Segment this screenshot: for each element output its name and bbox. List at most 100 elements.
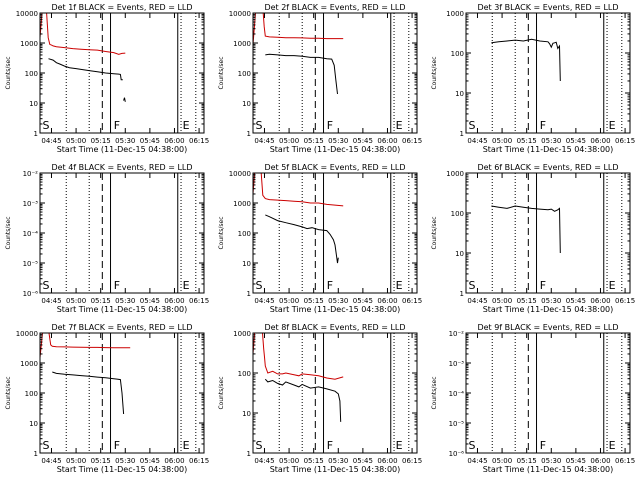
x-tick-label: 05:45 [566, 297, 586, 305]
y-tick-label: 10000 [16, 330, 38, 338]
y-tick-label: 10000 [229, 170, 251, 178]
series-events [264, 378, 342, 422]
panel-title: Det 7f BLACK = Events, RED = LLD [51, 323, 192, 332]
x-tick-label: 05:15 [91, 297, 111, 305]
x-tick-label: 06:00 [377, 297, 397, 305]
y-axis-label: Counts/sec [5, 376, 12, 409]
plot-frame [252, 172, 418, 294]
x-tick-label: 05:30 [541, 457, 561, 465]
x-tick-label: 05:45 [140, 457, 160, 465]
x-axis-label: Start Time (11-Dec-15 04:38:00) [483, 305, 614, 314]
plot-frame [465, 332, 631, 454]
x-tick-label: 05:00 [492, 137, 512, 145]
y-tick-label: 100 [238, 70, 251, 78]
x-tick-label: 06:00 [377, 457, 397, 465]
x-axis-label: Start Time (11-Dec-15 04:38:00) [57, 465, 188, 474]
panel-det-6f: Det 6f BLACK = Events, RED = LLD S F E 1 10 10… [431, 163, 635, 314]
x-tick-label: 04:45 [467, 457, 487, 465]
panel-det-2f: Det 2f BLACK = Events, RED = LLD S F E 1 10 10… [218, 3, 422, 154]
panel-title: Det 9f BLACK = Events, RED = LLD [477, 323, 618, 332]
y-tick-label: 1 [34, 450, 38, 458]
x-tick-label: 04:45 [254, 457, 274, 465]
x-tick-label: 05:00 [279, 297, 299, 305]
panel-title: Det 8f BLACK = Events, RED = LLD [264, 323, 405, 332]
y-tick-label: 10000 [229, 10, 251, 18]
x-tick-label: 04:45 [41, 297, 61, 305]
marker-f: F [327, 439, 333, 452]
x-axis-label: Start Time (11-Dec-15 04:38:00) [57, 145, 188, 154]
x-tick-label: 05:45 [353, 457, 373, 465]
plot-frame [39, 172, 205, 294]
x-tick-label: 06:15 [402, 457, 422, 465]
series-lld [252, 172, 344, 207]
x-tick-label: 04:45 [41, 137, 61, 145]
panel-det-5f: Det 5f BLACK = Events, RED = LLD S F E 1 10 10… [218, 163, 422, 314]
x-tick-label: 05:15 [304, 297, 324, 305]
x-tick-label: 05:15 [91, 457, 111, 465]
panel-det-4f: Det 4f BLACK = Events, RED = LLD S F E 10⁻⁶ 1… [5, 163, 209, 314]
x-tick-label: 05:15 [517, 137, 537, 145]
x-tick-label: 05:00 [279, 457, 299, 465]
panel-det-3f: Det 3f BLACK = Events, RED = LLD S F E 1 10 10… [431, 3, 635, 154]
y-tick-label: 1 [247, 450, 251, 458]
plot-frame [465, 12, 631, 134]
x-tick-label: 05:30 [115, 457, 135, 465]
panel-det-1f: Det 1f BLACK = Events, RED = LLD S F E 1 10 10… [5, 3, 209, 154]
x-tick-label: 06:15 [189, 457, 209, 465]
y-axis-label: Counts/sec [218, 216, 225, 249]
marker-e: E [396, 439, 403, 452]
y-tick-label: 10 [242, 100, 251, 108]
y-axis-label: Counts/sec [5, 216, 12, 249]
y-tick-label: 10⁻⁶ [449, 450, 465, 458]
marker-e: E [183, 119, 190, 132]
x-tick-label: 04:45 [467, 137, 487, 145]
series-events [265, 53, 338, 95]
x-tick-label: 06:15 [402, 297, 422, 305]
panel-title: Det 3f BLACK = Events, RED = LLD [477, 3, 618, 12]
marker-f: F [540, 119, 546, 132]
x-tick-label: 05:15 [517, 297, 537, 305]
y-tick-label: 1 [34, 130, 38, 138]
x-tick-label: 05:45 [353, 297, 373, 305]
plot-frame [252, 332, 418, 454]
y-tick-label: 100 [238, 230, 251, 238]
y-tick-label: 1000 [20, 360, 38, 368]
marker-f: F [540, 279, 546, 292]
x-tick-label: 04:45 [254, 137, 274, 145]
marker-e: E [609, 279, 616, 292]
panel-det-9f: Det 9f BLACK = Events, RED = LLD S F E 10⁻⁶ 1… [431, 323, 635, 474]
marker-e: E [396, 119, 403, 132]
x-tick-label: 05:00 [279, 137, 299, 145]
panel-title: Det 6f BLACK = Events, RED = LLD [477, 163, 618, 172]
x-axis-label: Start Time (11-Dec-15 04:38:00) [270, 145, 401, 154]
y-tick-label: 100 [238, 370, 251, 378]
y-tick-label: 1000 [20, 40, 38, 48]
panel-det-7f: Det 7f BLACK = Events, RED = LLD S F E 1 10 10… [5, 323, 209, 474]
y-axis-label: Counts/sec [218, 56, 225, 89]
marker-e: E [396, 279, 403, 292]
x-tick-label: 05:45 [140, 297, 160, 305]
x-tick-label: 05:45 [140, 137, 160, 145]
x-tick-label: 05:00 [492, 457, 512, 465]
marker-e: E [609, 119, 616, 132]
x-axis-label: Start Time (11-Dec-15 04:38:00) [270, 465, 401, 474]
x-axis-label: Start Time (11-Dec-15 04:38:00) [483, 465, 614, 474]
marker-f: F [114, 279, 120, 292]
x-tick-label: 05:45 [353, 137, 373, 145]
panel-title: Det 2f BLACK = Events, RED = LLD [264, 3, 405, 12]
y-tick-label: 10⁻² [23, 170, 39, 178]
marker-s: S [468, 439, 475, 452]
panel-title: Det 4f BLACK = Events, RED = LLD [51, 163, 192, 172]
panel-det-8f: Det 8f BLACK = Events, RED = LLD S F E 1 10 10… [218, 323, 422, 474]
y-tick-label: 1000 [233, 40, 251, 48]
y-axis-label: Counts/sec [5, 56, 12, 89]
y-tick-label: 10 [29, 100, 38, 108]
x-tick-label: 06:15 [615, 457, 635, 465]
x-tick-label: 05:30 [328, 137, 348, 145]
x-tick-label: 06:15 [402, 137, 422, 145]
x-tick-label: 06:00 [590, 297, 610, 305]
marker-e: E [183, 439, 190, 452]
y-tick-label: 100 [451, 210, 464, 218]
y-tick-label: 10⁻³ [23, 200, 39, 208]
y-tick-label: 10 [29, 420, 38, 428]
